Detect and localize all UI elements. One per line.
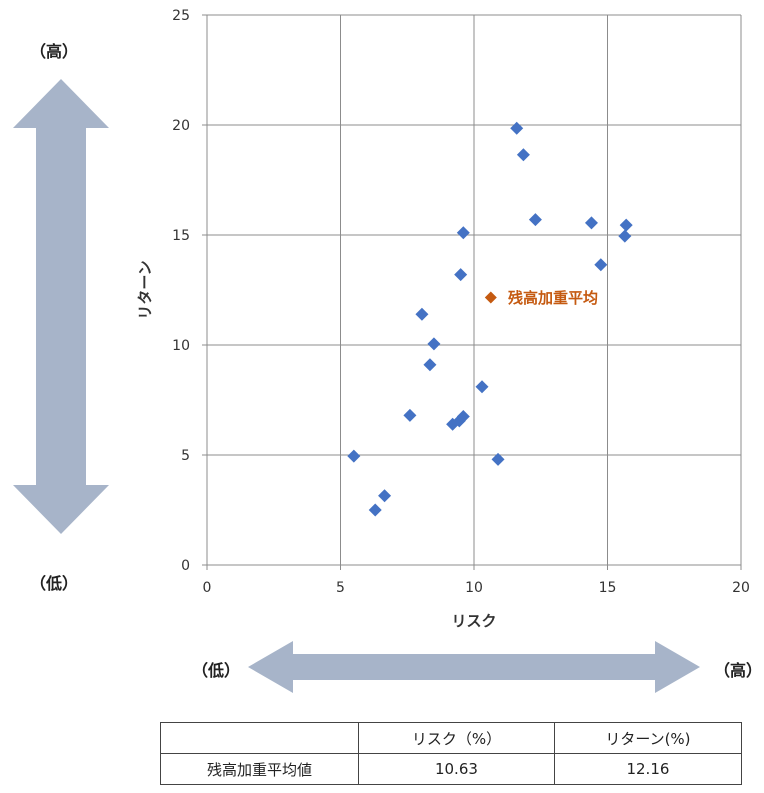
axes [202,14,742,570]
data-point [368,503,382,517]
x-tick-label: 0 [203,580,212,596]
summary-table: リスク（%） リターン(%) 残高加重平均値 10.63 12.16 [160,722,743,785]
table-cell-return: 12.16 [553,753,743,785]
data-point [423,358,437,372]
data-points [347,121,633,517]
data-point [594,258,608,272]
tick-labels: 0 5 10 15 20 0 5 10 15 20 25 [172,8,750,596]
data-point [415,307,429,321]
highlight-label: 残高加重平均 [508,289,598,307]
x-tick-label: 20 [732,580,750,596]
data-point [456,226,470,240]
table-header-risk: リスク（%） [358,722,555,754]
horizontal-double-arrow [248,641,700,693]
data-point [427,337,441,351]
data-point [403,408,417,422]
low-label-bottom: （低） [30,574,79,593]
grid-lines [207,14,742,565]
data-point [378,489,392,503]
data-point [454,268,468,282]
data-point [516,148,530,162]
y-tick-label: 20 [172,118,190,134]
high-label-right: （高） [714,661,763,680]
table-cell-risk: 10.63 [358,753,555,785]
y-axis-label: リターン [136,260,154,319]
x-tick-label: 10 [465,580,483,596]
y-tick-label: 0 [181,558,190,574]
table-row-label: 残高加重平均値 [160,753,359,785]
vertical-double-arrow [13,79,109,534]
table-row: 残高加重平均値 10.63 12.16 [160,753,743,785]
x-tick-label: 15 [599,580,617,596]
y-tick-label: 5 [181,448,190,464]
table-header-return: リターン(%) [553,722,743,754]
y-tick-label: 25 [172,8,190,24]
x-tick-label: 5 [336,580,345,596]
y-tick-label: 10 [172,338,190,354]
high-label-top: （高） [30,42,79,61]
low-label-left: （低） [192,661,241,680]
data-point [584,216,598,230]
table-header-row: リスク（%） リターン(%) [160,722,743,754]
y-tick-label: 15 [172,228,190,244]
data-point [528,213,542,227]
data-point [347,449,361,463]
data-point [510,121,524,135]
data-point [456,410,470,423]
data-point [491,452,505,466]
x-axis-label: リスク [451,612,496,630]
table-header-blank [160,722,359,754]
weighted-average-point [484,291,497,304]
data-point [618,229,632,243]
data-point [475,380,489,394]
risk-return-chart: 0 5 10 15 20 0 5 10 15 20 25 リスク リターン 残高加重平均 [13,8,750,693]
data-point [619,218,633,232]
